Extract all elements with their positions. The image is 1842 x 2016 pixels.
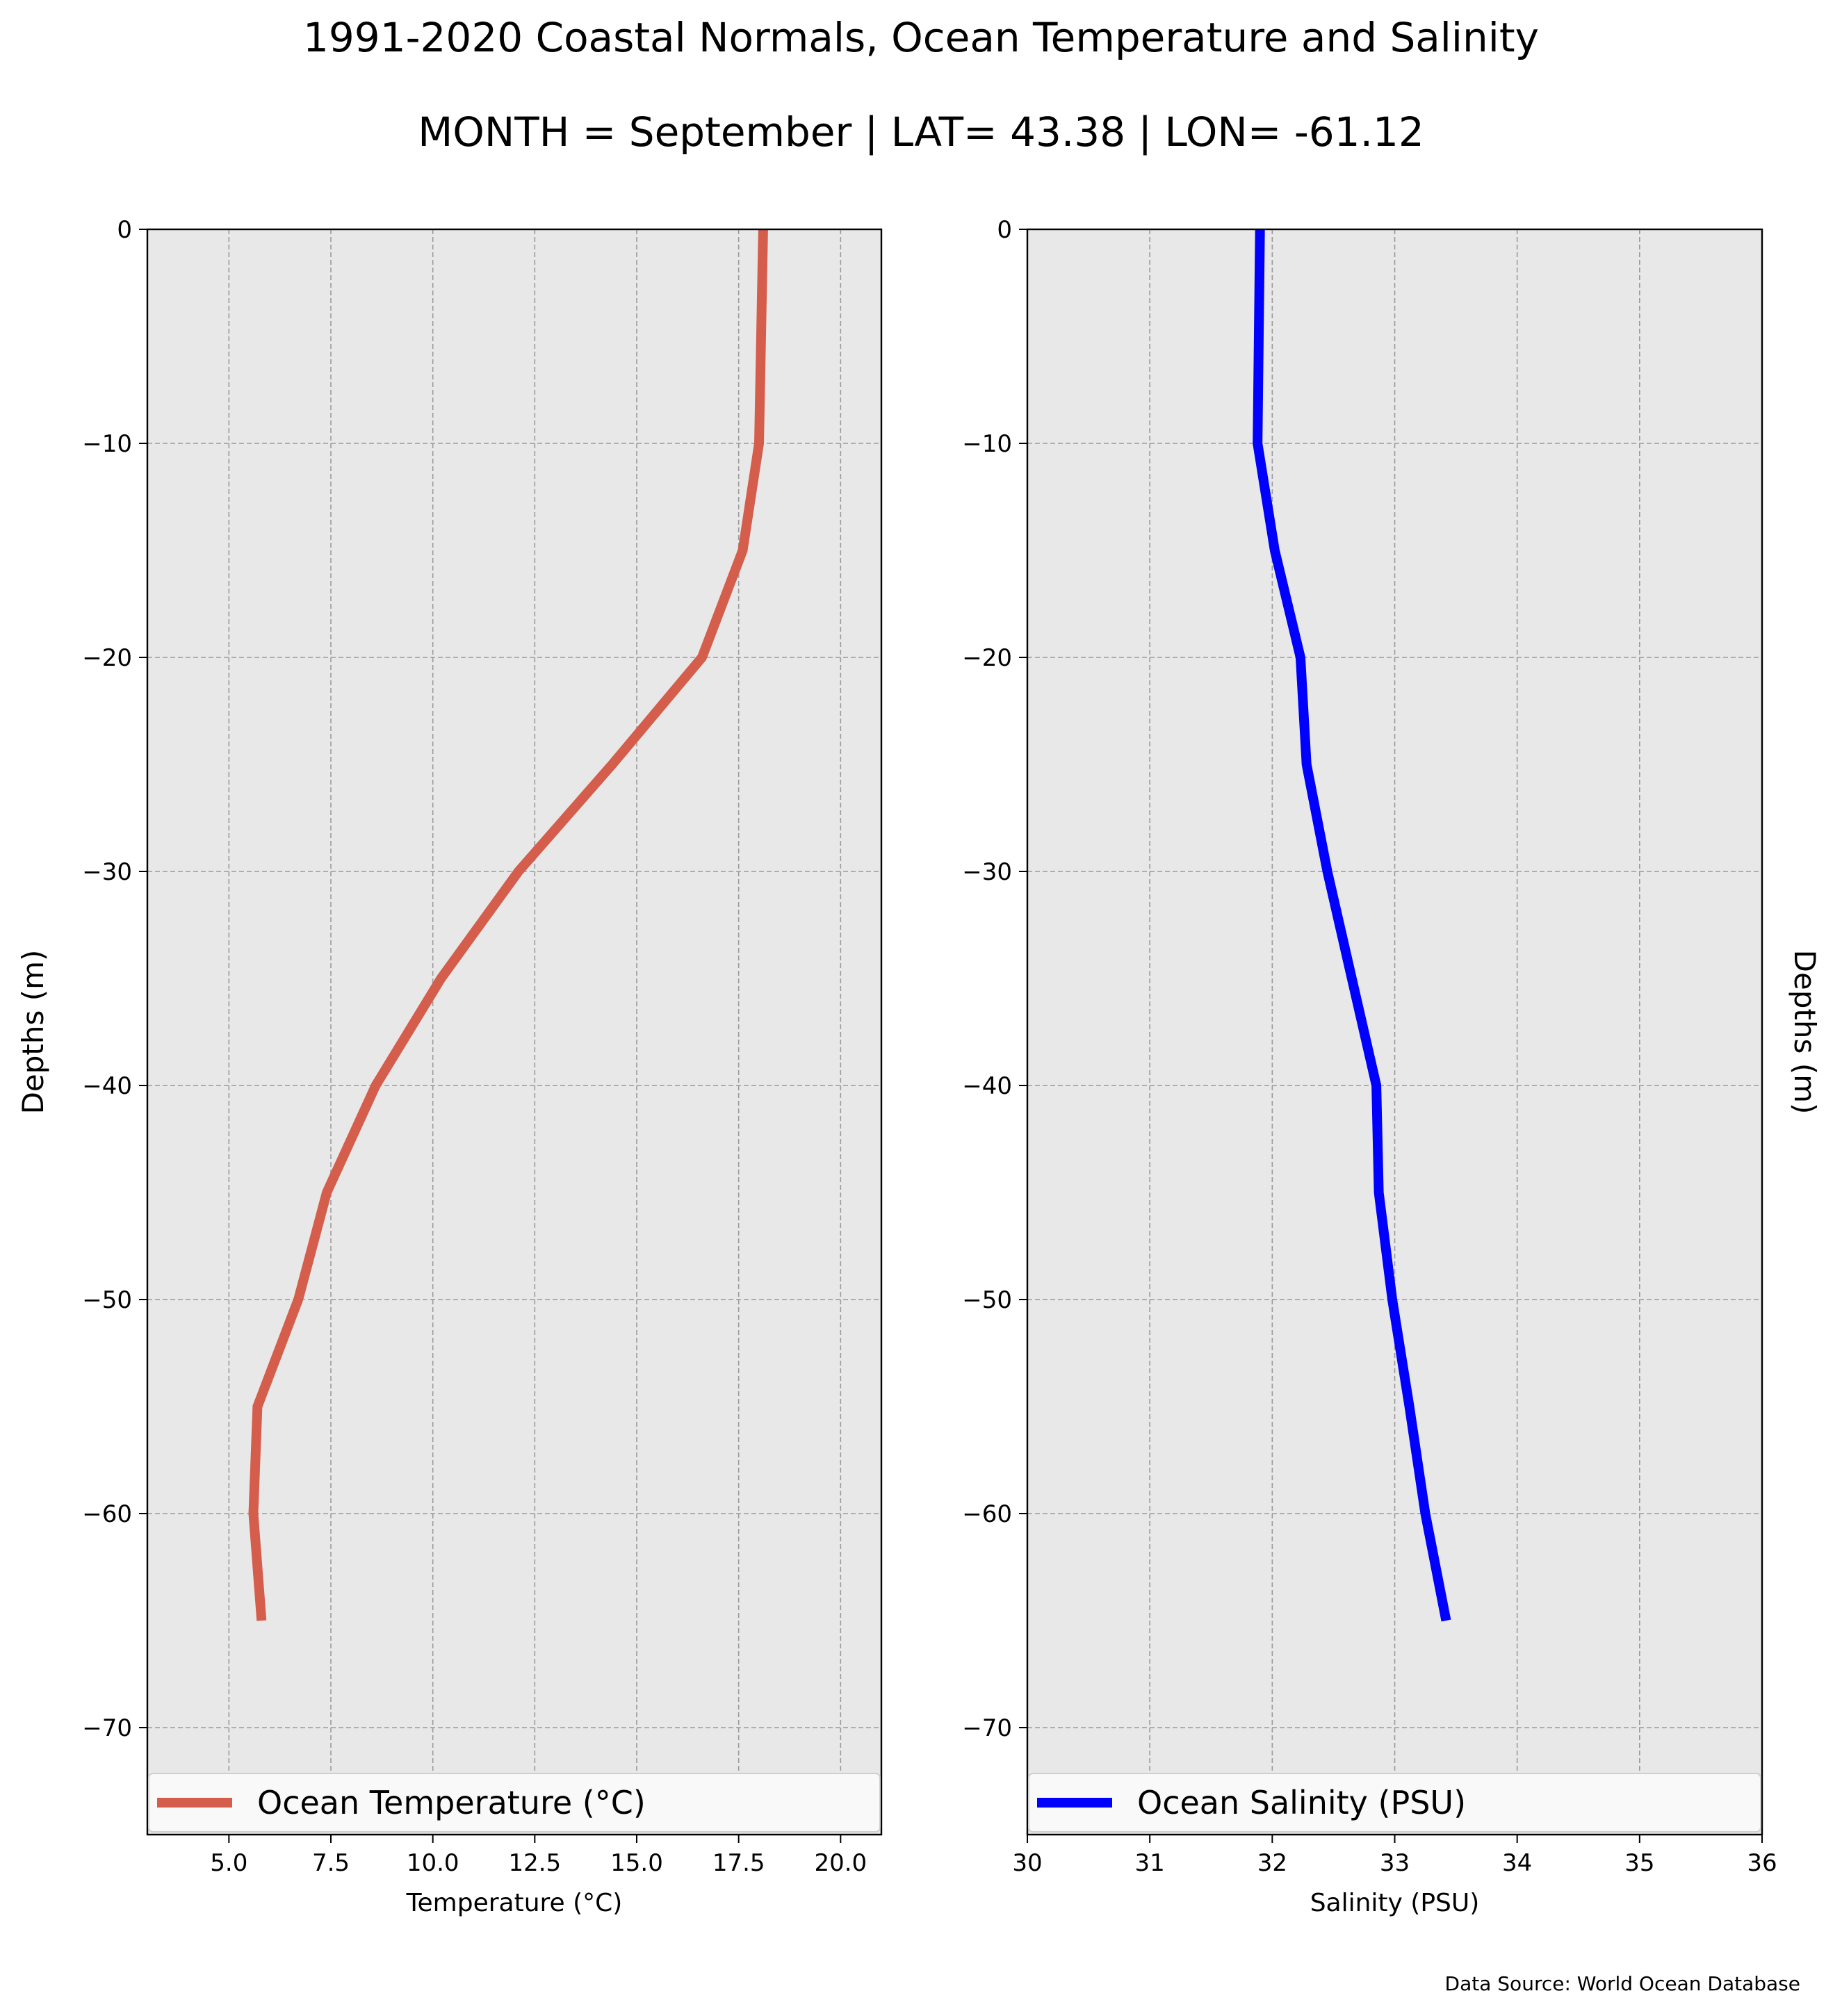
temp-x-tick-label: 12.5 [508,1849,561,1877]
sal-y-tick-label: 0 [997,216,1012,244]
sal-y-tick-label: −20 [962,644,1012,672]
temp-x-tick-label: 5.0 [210,1849,247,1877]
sal-x-tick-label: 33 [1380,1849,1410,1877]
sal-x-tick-label: 35 [1624,1849,1654,1877]
sal-x-tick-label: 32 [1257,1849,1287,1877]
chart-subtitle: MONTH = September | LAT= 43.38 | LON= -6… [418,108,1424,156]
temp-y-tick-label: −10 [82,430,132,458]
sal-x-tick-label: 36 [1747,1849,1777,1877]
sal-y-tick-label: −30 [962,858,1012,886]
temp-y-tick-label: 0 [117,216,132,244]
sal-y-tick-label: −70 [962,1714,1012,1742]
sal-series-line [1253,229,1451,1622]
temp-x-tick-label: 20.0 [814,1849,867,1877]
sal-y-tick-label: −50 [962,1286,1012,1314]
sal-x-tick-label: 30 [1012,1849,1042,1877]
temp-x-tick-label: 10.0 [407,1849,459,1877]
temp-series-line [248,229,768,1621]
chart-title: 1991-2020 Coastal Normals, Ocean Tempera… [303,14,1539,61]
temp-y-tick-label: −70 [82,1714,132,1742]
sal-legend: Ocean Salinity (PSU) [1028,1773,1761,1833]
temp-plot-background [147,229,881,1835]
data-source-note: Data Source: World Ocean Database [1445,1972,1800,1995]
sal-y-tick-label: −60 [962,1500,1012,1528]
temp-y-tick-label: −40 [82,1072,132,1100]
temp-y-tick-label: −30 [82,858,132,886]
temp-legend: Ocean Temperature (°C) [148,1773,881,1833]
temp-y-tick-label: −60 [82,1500,132,1528]
sal-x-tick-label: 34 [1502,1849,1532,1877]
sal-y-axis-label: Depths (m) [1788,950,1822,1115]
sal-y-tick-label: −10 [962,430,1012,458]
temperature-panel: 5.0 7.5 10.0 12.5 15.0 17.5 20.0 0 −10 −20 −30 −40 −… [16,216,883,1917]
temp-y-tick-label: −50 [82,1286,132,1314]
sal-legend-label: Ocean Salinity (PSU) [1137,1784,1466,1821]
sal-x-axis-label: Salinity (PSU) [1310,1889,1480,1917]
temp-x-tick-label: 17.5 [712,1849,765,1877]
sal-legend-box [1028,1773,1761,1833]
temp-legend-label: Ocean Temperature (°C) [257,1784,646,1821]
temp-x-tick-label: 15.0 [610,1849,663,1877]
sal-y-tick-label: −40 [962,1072,1012,1100]
temp-y-axis-label: Depths (m) [16,950,50,1115]
temp-legend-box [148,1773,881,1833]
sal-x-tick-label: 31 [1135,1849,1165,1877]
temp-x-axis-label: Temperature (°C) [406,1889,623,1917]
temp-x-tick-label: 7.5 [312,1849,350,1877]
temp-axes-frame [146,228,883,1836]
temp-y-tick-label: −20 [82,644,132,672]
salinity-panel: 30 31 32 33 34 35 36 0 −10 −20 −30 −40 −50 −60 −70 Sali… [962,216,1822,1917]
